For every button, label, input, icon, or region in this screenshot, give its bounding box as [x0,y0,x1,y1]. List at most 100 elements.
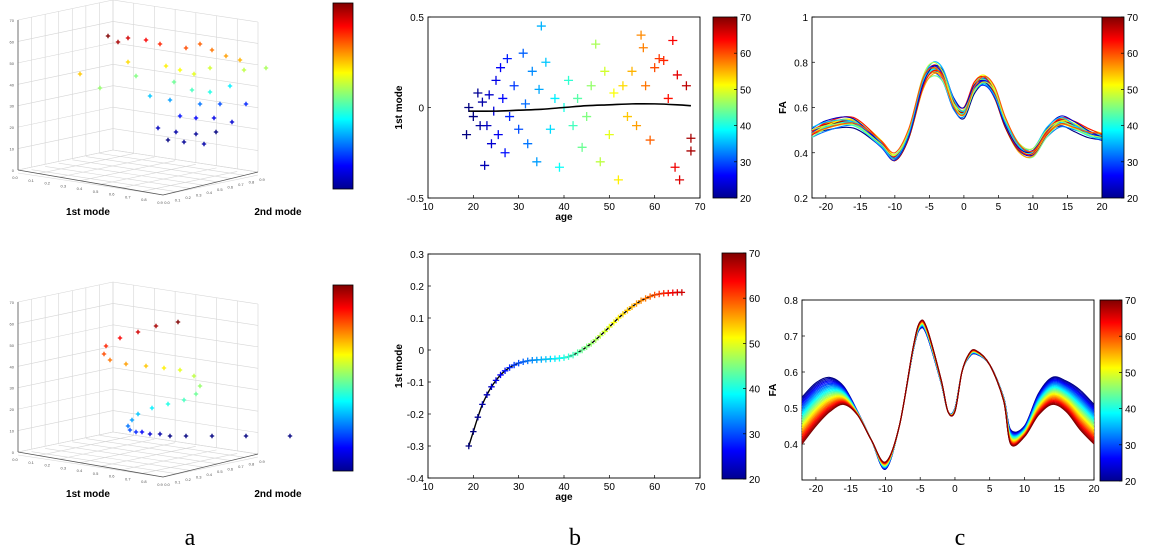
a-bottom-grid-line [112,281,259,305]
b-top-data-point [675,175,685,185]
a-top-z-tick-label: 70 [10,18,15,23]
b-top-data-point [496,63,506,73]
b-top-data-point [681,81,691,91]
b-top-data-point [622,112,632,122]
b-bottom-y-axis-label: 1st mode [394,344,405,388]
b-bottom-data-point [479,401,486,408]
c-bottom-colorbar-tick-label: 30 [1125,441,1137,452]
panel-label-c: c [955,525,966,547]
a-top-y-axis-label: 2nd mode [254,207,302,218]
a-bottom-grid-line [112,410,259,433]
a-bottom-data-point [129,417,135,423]
b-top-data-point [473,88,483,98]
c-top-fa-curve [811,71,1103,157]
c-bottom-colorbar [1099,299,1123,482]
a-top-y-tick-label: 0.3 [196,192,202,197]
a-bottom-y-tick-label: 0.8 [249,462,255,467]
a-bottom-grid-line [142,453,238,474]
c-bottom-y-tick-label: 0.8 [784,296,798,307]
a-top-grid-line [100,163,196,185]
a-top-grid-line [72,159,218,183]
b-top-data-point [550,93,560,103]
a-bottom-grid-line [45,448,191,471]
c-bottom-x-tick-label: 15 [1054,484,1066,495]
b-top-colorbar-tick-label: 70 [740,13,752,24]
b-bottom-data-point [628,303,636,310]
b-top-data-point [672,70,682,80]
a-top-x-tick-label: 0.0 [12,175,18,180]
a-top-x-tick-label: 0.8 [141,197,147,202]
b-bottom-colorbar-tick-label: 50 [749,339,761,350]
a-top-data-point [191,71,197,77]
panel-label-b: b [569,525,581,547]
b-bottom-data-point [615,314,622,322]
a-bottom-y-tick-label: 0.7 [238,464,244,469]
a-top-grid-line [112,106,259,130]
a-bottom-colorbar [332,284,354,472]
c-top-y-tick-label: 0.6 [794,104,808,115]
b-bottom-colorbar-tick-label: 40 [749,385,761,396]
b-top-data-point [613,175,623,185]
c-bottom-colorbar-tick-label: 20 [1125,477,1137,488]
a-top-grid-line [112,128,259,151]
a-top-grid-line [99,152,245,176]
c-top-x-tick-label: -15 [853,202,868,213]
c-top-colorbar-tick-label: 50 [1127,85,1139,96]
a-bottom-data-point [143,363,149,369]
a-top-z-tick-label: 50 [10,61,15,66]
a-bottom-y-tick-label: 0.2 [185,477,191,482]
b-bottom-data-point [597,332,604,339]
a-top-colorbar [332,2,354,190]
b-bottom-data-point [470,428,477,435]
b-top-colorbar-tick-label: 20 [740,194,752,205]
a-bottom-data-point [135,411,141,417]
b-top-data-point [650,63,660,73]
b-top-data-point [532,157,542,167]
b-bottom-colorbar-tick-label: 70 [749,249,761,260]
a-bottom-data-point [123,361,129,367]
c-top-colorbar [1101,16,1125,199]
a-bottom-grid-line [112,431,259,455]
a-bottom-data-point [183,433,189,439]
a-top-z-tick-label: 30 [10,104,15,109]
a-top-grid-line [121,167,217,189]
a-bottom-data-point [165,401,171,407]
a-bottom-z-tick-label: 60 [10,321,15,326]
a-top-grid-line [142,171,238,192]
a-bottom-x-tick-label: 0.6 [109,474,115,479]
c-bottom-x-tick-label: 10 [1019,484,1031,495]
b-top-data-point [668,36,678,46]
b-top-x-axis-label: age [555,212,573,223]
b-top-data-point [514,124,524,134]
a-bottom-data-point [125,423,131,429]
a-bottom-z-tick-label: 0 [12,450,15,455]
b-bottom-data-point [578,346,586,354]
b-top-data-point [641,81,651,91]
a-bottom-data-point [191,373,197,379]
b-top-y-tick-label: -0.5 [407,194,425,205]
a-bottom-data-point [147,431,153,437]
c-bottom-colorbar-tick-label: 60 [1125,332,1137,343]
b-top-data-point [654,54,664,64]
a-bottom-grid-line [58,444,204,468]
b-top-x-tick-label: 50 [604,202,616,213]
a-bottom-grid-line [31,451,177,475]
a-top-z-tick-label: 0 [12,168,15,173]
b-bottom-data-point [651,291,658,299]
a-top-data-point [197,101,203,107]
c-bottom-x-tick-label: -5 [916,484,925,495]
c-top-y-tick-label: 1 [802,13,808,24]
a-bottom-data-point [287,433,293,439]
b-bottom-x-axis-label: age [555,492,573,503]
a-bottom-grid-line [121,449,217,471]
a-bottom-data-point [101,351,107,357]
a-bottom-data-point [193,391,199,397]
a-bottom-data-point [209,433,215,439]
b-top-data-point [670,162,680,172]
a-top-data-point [173,129,179,135]
b-top-data-point [545,124,555,134]
a-bottom-grid-line [85,438,231,461]
c-top-colorbar-tick-label: 20 [1127,194,1139,205]
b-bottom-data-point [560,354,568,361]
a-top-z-tick-label: 60 [10,39,15,44]
